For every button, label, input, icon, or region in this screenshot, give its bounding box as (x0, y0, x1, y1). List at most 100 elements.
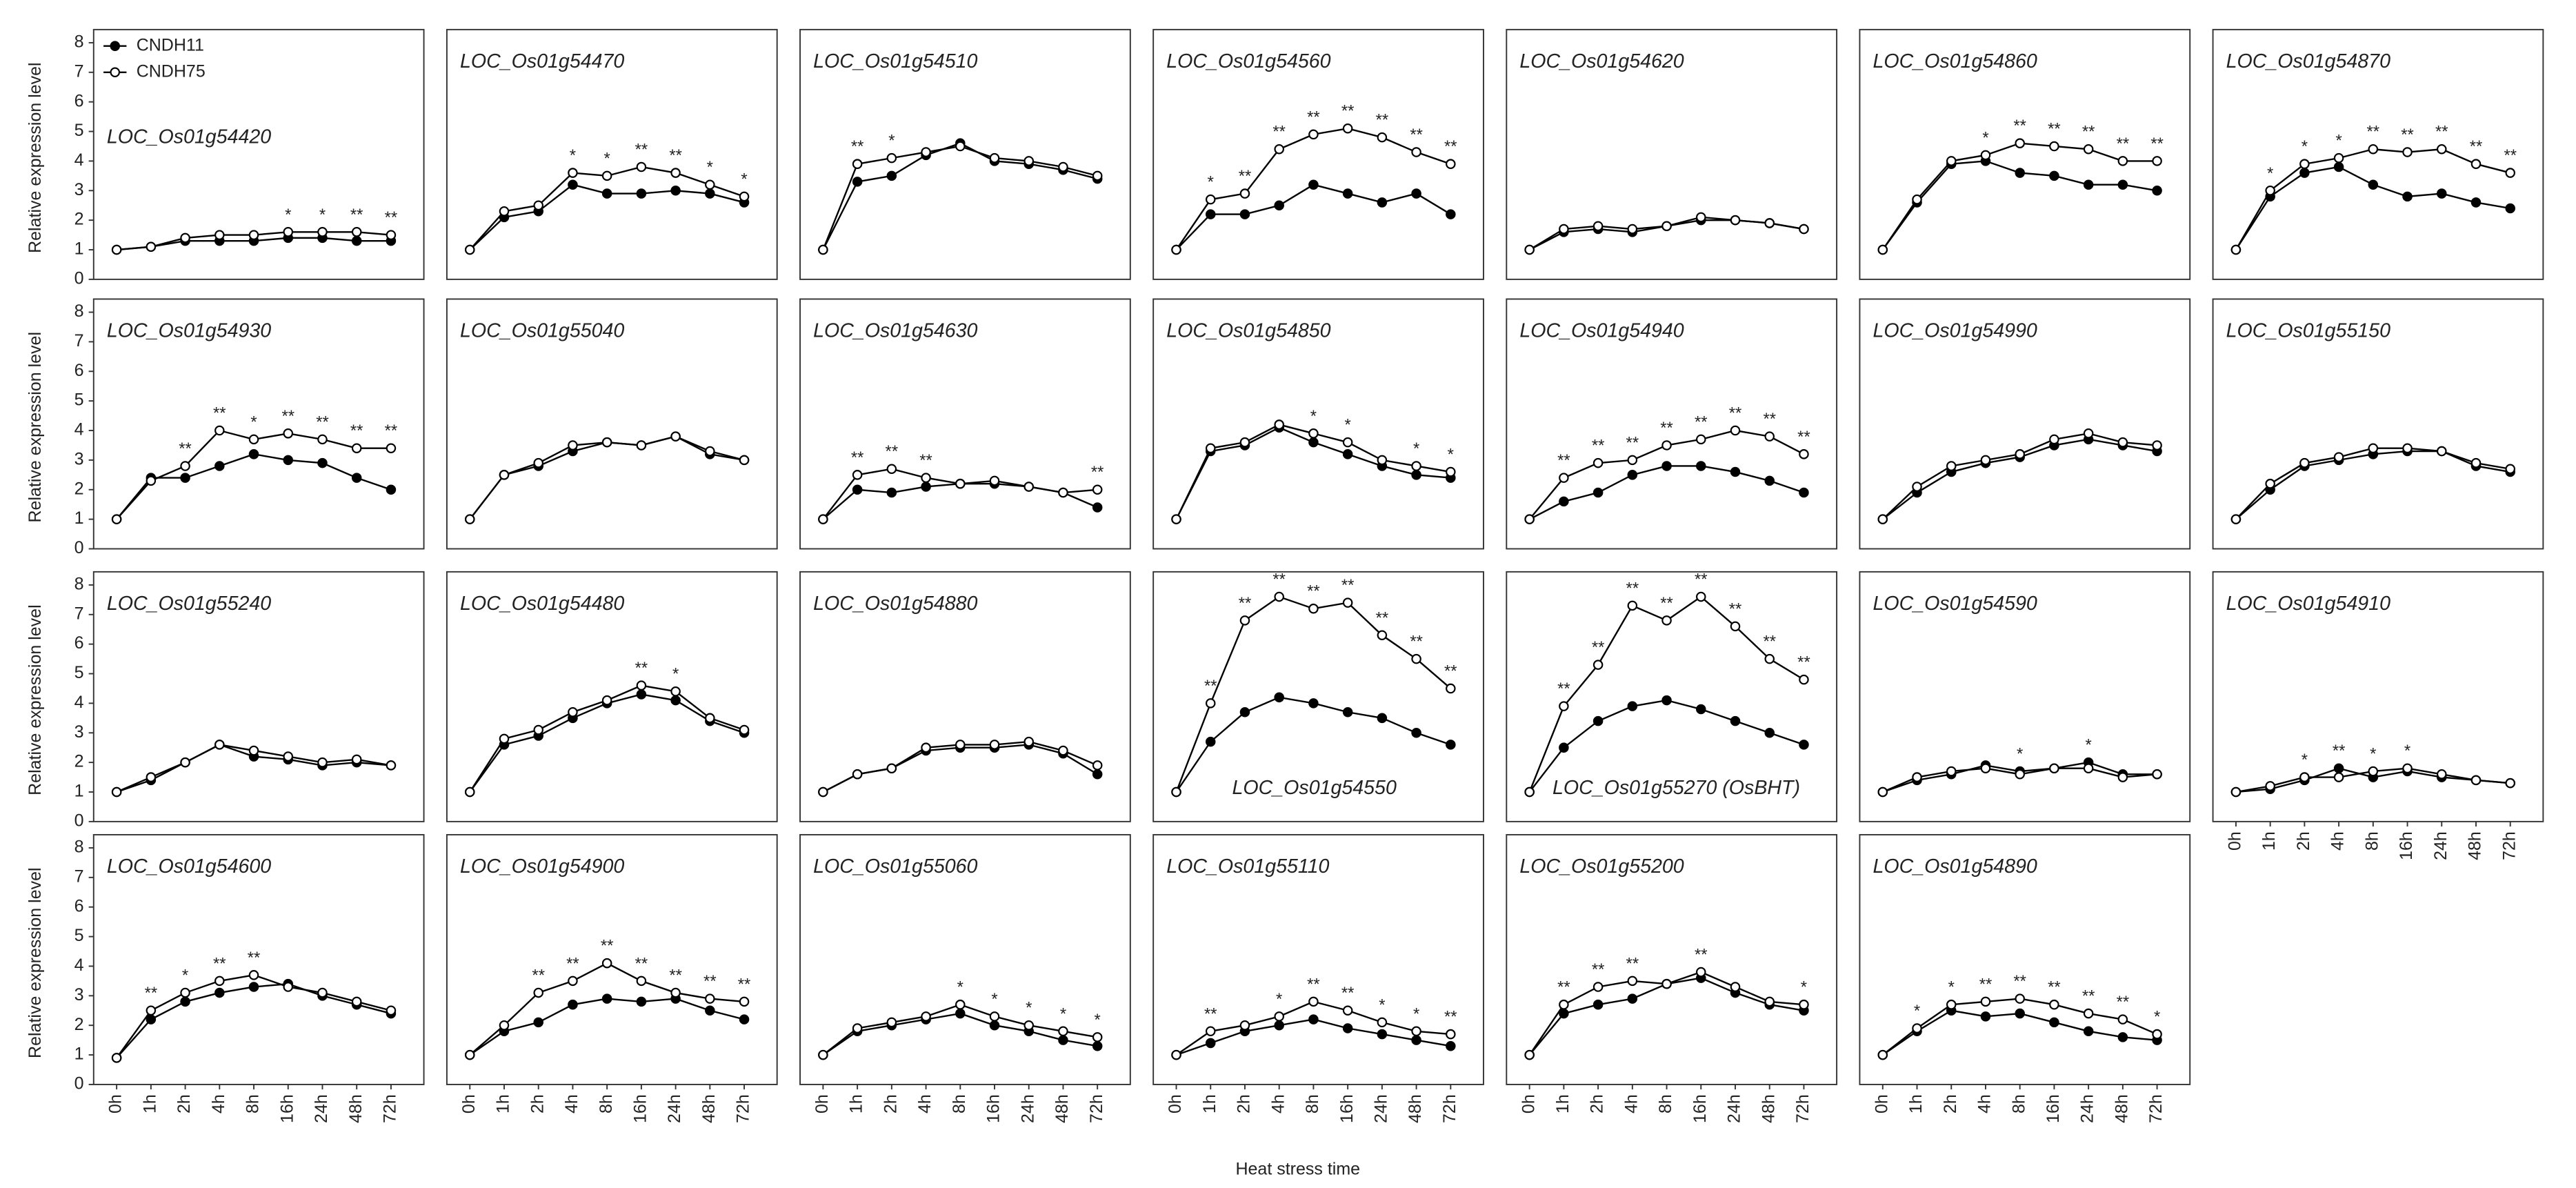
x-tick-label: 1h (494, 1094, 513, 1113)
point (2049, 999, 2059, 1010)
point (2015, 769, 2025, 780)
significance: ** (635, 140, 648, 159)
point (1239, 188, 1250, 199)
point (1764, 996, 1775, 1007)
significance: ** (1272, 123, 1286, 141)
panel-title: LOC_Os01g54940 (1519, 320, 1684, 342)
y-tick-label: 8 (74, 838, 84, 857)
x-tick-label: 0h (1872, 1094, 1891, 1113)
point (601, 188, 612, 199)
significance: ** (1444, 137, 1457, 156)
point (739, 455, 750, 466)
point (1524, 514, 1535, 524)
point (2437, 188, 2447, 199)
point (1308, 603, 1319, 614)
significance: ** (1272, 571, 1286, 589)
point (1411, 461, 1421, 471)
point (1877, 514, 1888, 524)
significance: ** (1410, 126, 1423, 144)
point (2152, 440, 2162, 451)
significance: * (1310, 407, 1317, 426)
panel-title: LOC_Os01g54630 (813, 320, 977, 342)
point (1559, 742, 1569, 753)
point (1411, 727, 1421, 738)
point (1730, 715, 1741, 726)
point (248, 970, 259, 980)
significance: ** (2048, 119, 2061, 138)
point (1205, 443, 1216, 454)
significance: ** (1695, 946, 1708, 964)
y-tick-label: 2 (74, 1015, 84, 1034)
point (317, 227, 328, 237)
point (886, 487, 897, 498)
point (248, 449, 259, 459)
point (2368, 443, 2379, 454)
x-tick-label: 72h (2499, 831, 2519, 860)
significance: ** (1341, 984, 1355, 1002)
significance: ** (738, 975, 751, 993)
significance: ** (2117, 993, 2130, 1011)
x-tick-label: 0h (812, 1094, 832, 1113)
significance: ** (851, 137, 864, 156)
point (818, 244, 828, 255)
panel-frame (446, 298, 778, 550)
point (852, 470, 863, 480)
significance: ** (1239, 594, 1252, 613)
point (601, 993, 612, 1004)
significance: ** (385, 208, 398, 227)
point (1696, 212, 1706, 223)
point (1799, 224, 1809, 235)
x-tick-label: 72h (1793, 1094, 1813, 1123)
point (1171, 786, 1181, 798)
series-line (822, 468, 1098, 520)
point (818, 786, 828, 798)
point (1912, 194, 1922, 205)
point (386, 230, 397, 240)
y-axis-label: Relative expression level (26, 332, 45, 523)
point (886, 1017, 897, 1028)
point (1058, 1035, 1068, 1045)
point (464, 244, 475, 255)
point (1377, 1029, 1388, 1040)
point (214, 740, 225, 750)
point (1411, 147, 1421, 157)
point (1912, 1023, 1922, 1033)
point (636, 161, 647, 172)
significance: ** (1626, 954, 1639, 973)
point (2505, 168, 2515, 178)
legend-marker (110, 67, 121, 78)
point (1524, 786, 1535, 798)
significance: ** (281, 407, 294, 426)
point (180, 987, 190, 998)
panel-title: LOC_Os01g54470 (460, 50, 624, 72)
x-tick-label: 4h (2328, 831, 2348, 851)
point (1092, 769, 1103, 780)
significance: ** (1729, 404, 1742, 422)
point (989, 475, 1000, 486)
point (2368, 179, 2379, 190)
x-tick-label: 2h (1235, 1094, 1254, 1113)
panel-frame (1152, 571, 1484, 822)
significance: * (1379, 996, 1385, 1014)
point (2505, 464, 2515, 475)
significance: ** (1592, 960, 1605, 979)
point (2470, 457, 2482, 468)
y-tick-label: 5 (74, 926, 84, 945)
y-tick-label: 0 (74, 269, 84, 288)
point (1308, 179, 1319, 190)
significance: * (2017, 744, 2023, 763)
point (351, 473, 362, 483)
point (2015, 993, 2025, 1004)
x-tick-label: 2h (174, 1094, 194, 1113)
point (499, 206, 510, 217)
point (1696, 461, 1706, 471)
point (2117, 437, 2128, 448)
point (1764, 475, 1775, 486)
significance: ** (2013, 117, 2026, 135)
point (464, 786, 475, 798)
y-tick-label: 7 (74, 867, 84, 886)
point (1730, 466, 1741, 477)
point (180, 473, 190, 483)
point (1308, 129, 1319, 140)
point (2505, 203, 2515, 214)
